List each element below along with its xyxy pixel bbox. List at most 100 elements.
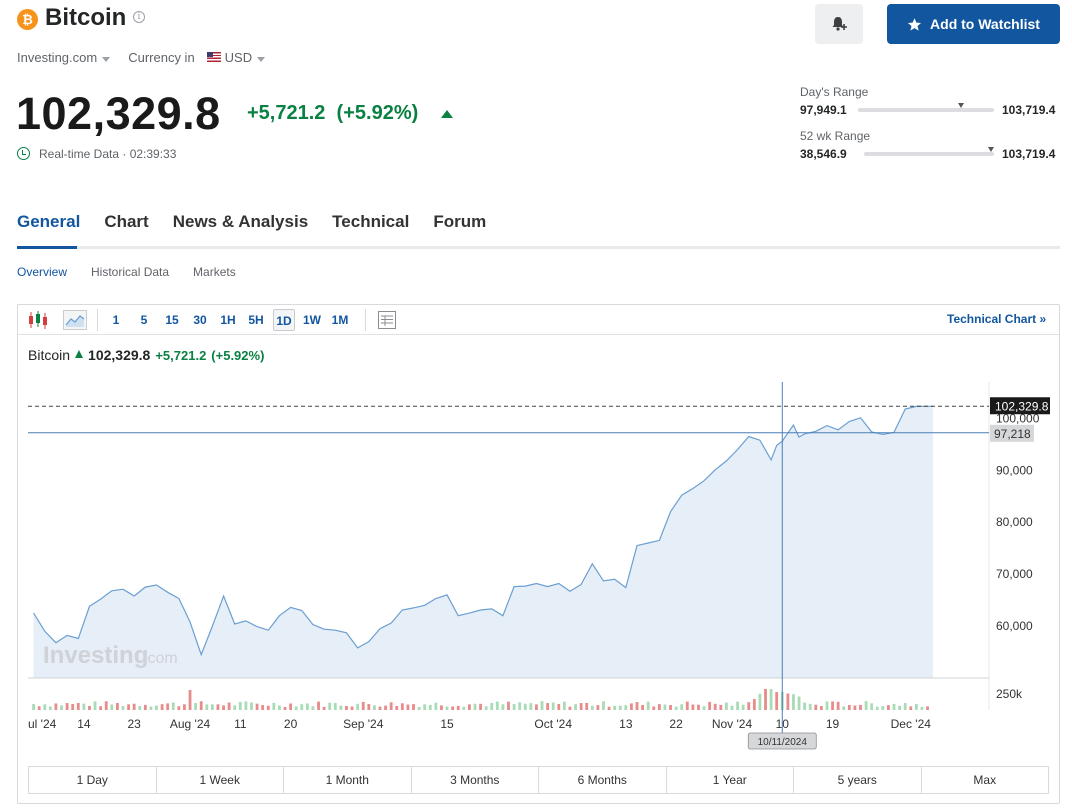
volume-bar xyxy=(389,702,393,710)
volume-bar xyxy=(238,701,242,710)
volume-bar xyxy=(361,701,365,710)
volume-bar xyxy=(618,705,622,710)
add-to-watchlist-button[interactable]: Add to Watchlist xyxy=(887,4,1060,44)
52wk-range-label: 52 wk Range xyxy=(800,129,871,143)
tab-technical[interactable]: Technical xyxy=(332,212,410,231)
volume-bar xyxy=(819,706,823,710)
interval-1m-button[interactable]: 1M xyxy=(331,313,349,327)
volume-bar xyxy=(462,706,466,710)
volume-bar xyxy=(641,704,644,710)
volume-bar xyxy=(127,704,130,710)
volume-bar xyxy=(188,690,192,710)
period-max[interactable]: Max xyxy=(973,773,997,787)
volume-bar xyxy=(797,696,801,710)
source-selector[interactable]: Investing.com xyxy=(17,50,111,65)
volume-bar xyxy=(76,702,80,710)
volume-bar xyxy=(512,704,516,710)
interval-1w-button[interactable]: 1W xyxy=(303,313,321,327)
volume-bar xyxy=(339,705,343,710)
volume-bar xyxy=(730,705,734,710)
interval-15-button[interactable]: 15 xyxy=(165,313,179,327)
area-chart-icon[interactable] xyxy=(63,310,87,330)
volume-bar xyxy=(875,706,879,710)
day-range-label: Day's Range xyxy=(800,85,869,99)
y-tick-label: 70,000 xyxy=(996,567,1033,581)
volume-bar xyxy=(752,699,756,710)
volume-bar xyxy=(54,703,58,710)
tab-forum[interactable]: Forum xyxy=(433,212,487,231)
volume-bar xyxy=(166,703,170,710)
chart-toolbar xyxy=(18,305,1059,335)
subtab-markets[interactable]: Markets xyxy=(193,265,236,279)
interval-1d-button[interactable]: 1D xyxy=(273,309,295,331)
volume-bar xyxy=(155,705,158,710)
info-icon[interactable]: i xyxy=(133,11,145,23)
interval-30-button[interactable]: 30 xyxy=(193,313,207,327)
volume-bar xyxy=(367,704,371,710)
interval-1-button[interactable]: 1 xyxy=(112,313,120,327)
x-tick-label: 20 xyxy=(284,717,298,731)
subtab-overview[interactable]: Overview xyxy=(17,265,68,279)
star-icon xyxy=(907,17,922,31)
volume-bar xyxy=(82,703,86,710)
volume-bar xyxy=(741,704,745,710)
table-view-icon[interactable] xyxy=(377,310,397,330)
period-1-week[interactable]: 1 Week xyxy=(157,767,284,793)
chart-panel xyxy=(17,304,1060,804)
tab-news-analysis[interactable]: News & Analysis xyxy=(172,212,309,231)
volume-bar xyxy=(143,704,147,710)
volume-bar xyxy=(278,705,281,710)
volume-bar xyxy=(657,704,661,710)
toolbar-divider xyxy=(97,309,98,331)
volume-bar xyxy=(847,704,851,710)
volume-bar xyxy=(333,703,337,710)
period-1-year[interactable]: 1 Year xyxy=(667,767,794,793)
volume-bar xyxy=(305,703,309,710)
volume-bar xyxy=(674,706,678,710)
volume-bar xyxy=(440,705,443,710)
period-5-years[interactable]: 5 years xyxy=(794,767,922,793)
volume-bar xyxy=(646,701,650,710)
volume-bar xyxy=(613,705,617,710)
volume-bar xyxy=(210,704,214,710)
volume-bar xyxy=(596,705,600,710)
volume-bar xyxy=(708,701,712,710)
volume-bar xyxy=(37,706,41,710)
interval-1h-button[interactable]: 1H xyxy=(220,313,236,327)
subtab-historical-data[interactable]: Historical Data xyxy=(91,265,170,279)
volume-bar xyxy=(473,703,477,710)
interval-5-button[interactable]: 5 xyxy=(140,313,148,327)
volume-bar xyxy=(887,705,890,710)
legend-change: +5,721.2 xyxy=(155,347,207,363)
volume-bar xyxy=(434,702,438,710)
volume-bar xyxy=(456,705,460,710)
volume-bar xyxy=(199,701,203,710)
technical-chart-link[interactable]: Technical Chart » xyxy=(947,312,1047,326)
tab-general[interactable]: General xyxy=(17,212,81,231)
volume-bar xyxy=(93,701,97,710)
volume-bar xyxy=(311,706,315,710)
x-tick-label: Sep '24 xyxy=(343,717,384,731)
interval-5h-button[interactable]: 5H xyxy=(248,313,264,327)
price-alert-button[interactable] xyxy=(815,4,863,44)
period-1-month[interactable]: 1 Month xyxy=(284,767,412,793)
volume-bar xyxy=(266,705,270,710)
volume-bar xyxy=(484,706,488,710)
y-tick-label: 90,000 xyxy=(996,463,1033,477)
period-3-months[interactable]: 3 Months xyxy=(412,767,539,793)
tab-chart[interactable]: Chart xyxy=(104,212,149,231)
currency-selector[interactable]: USD xyxy=(199,50,266,65)
volume-bar xyxy=(138,706,142,710)
volume-bar xyxy=(669,705,672,710)
volume-bar xyxy=(417,706,421,710)
volume-bar xyxy=(736,701,739,710)
volume-bar xyxy=(412,704,415,710)
period-1-day[interactable]: 1 Day xyxy=(29,767,157,793)
candlestick-icon[interactable] xyxy=(27,310,49,330)
period-6-months[interactable]: 6 Months xyxy=(539,767,667,793)
price-change: +5,721.2 (+5.92%) xyxy=(247,102,419,124)
volume-bar xyxy=(104,701,108,710)
x-tick-label: 22 xyxy=(669,717,683,731)
volume-bar xyxy=(99,706,103,710)
